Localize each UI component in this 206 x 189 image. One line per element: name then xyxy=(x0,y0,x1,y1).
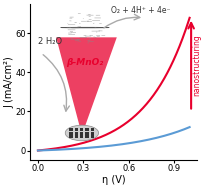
Y-axis label: J (mA/cm²): J (mA/cm²) xyxy=(4,56,14,108)
Text: O₂ + 4H⁺ + 4e⁻: O₂ + 4H⁺ + 4e⁻ xyxy=(111,5,170,15)
Bar xyxy=(69,136,73,138)
Text: β-MnO₂: β-MnO₂ xyxy=(66,58,104,67)
Ellipse shape xyxy=(65,125,99,141)
Bar xyxy=(85,132,89,135)
Bar xyxy=(80,132,83,135)
Circle shape xyxy=(61,27,109,28)
X-axis label: η (V): η (V) xyxy=(102,175,126,185)
Bar xyxy=(69,132,73,135)
Bar xyxy=(91,136,94,138)
Bar xyxy=(91,128,94,131)
Text: 2 H₂O: 2 H₂O xyxy=(38,37,62,46)
Bar xyxy=(75,128,78,131)
Bar xyxy=(80,128,83,131)
Bar xyxy=(85,128,89,131)
Bar xyxy=(75,132,78,135)
Text: nanostructuring: nanostructuring xyxy=(193,34,202,95)
Bar xyxy=(75,136,78,138)
Polygon shape xyxy=(56,37,117,135)
Bar xyxy=(85,136,89,138)
Bar xyxy=(80,136,83,138)
Bar xyxy=(91,132,94,135)
Bar xyxy=(69,128,73,131)
